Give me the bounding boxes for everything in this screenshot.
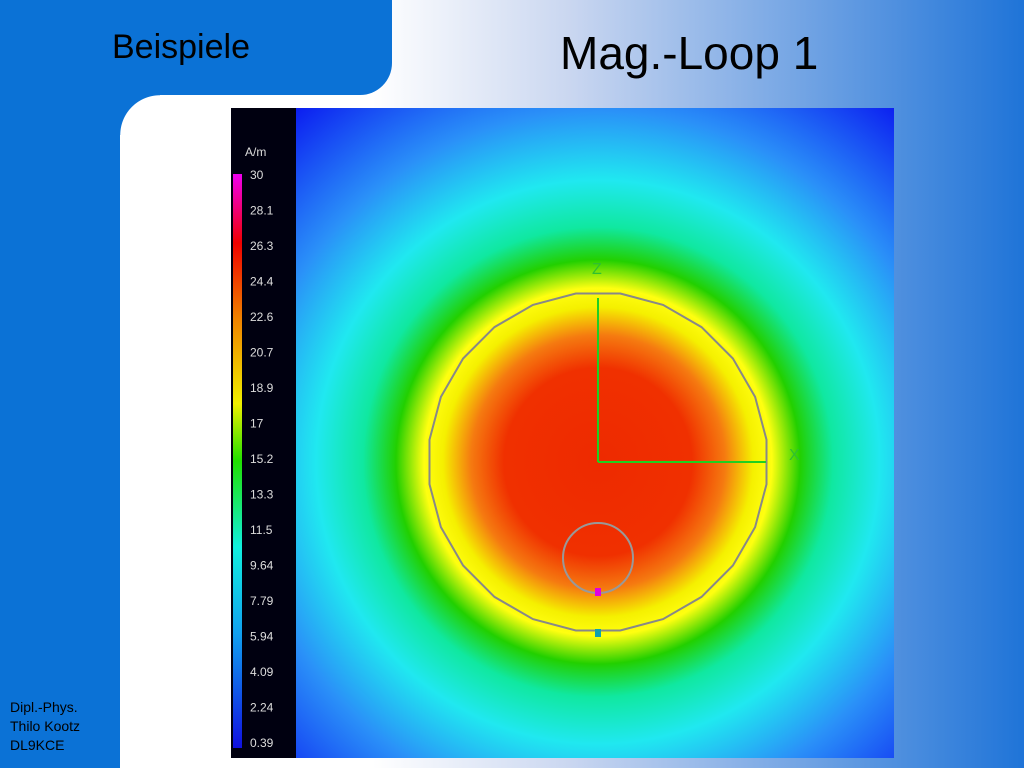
header-panel	[0, 0, 392, 95]
field-plot: A/m 30 28.1 26.3 24.4 22.6 20.7 18.9 17 15.2 13.3…	[231, 108, 894, 758]
field	[296, 108, 894, 758]
scale-label: 17	[250, 417, 264, 431]
scale-label: 2.24	[250, 701, 274, 715]
scale-label: 26.3	[250, 239, 274, 253]
scale-label: 9.64	[250, 559, 274, 573]
scale-label: 15.2	[250, 452, 274, 466]
scale-label: 5.94	[250, 630, 274, 644]
scale-label: 0.39	[250, 736, 274, 750]
scale-label: 28.1	[250, 204, 274, 218]
scale-label: 30	[250, 168, 264, 182]
loop	[428, 292, 768, 632]
feed-point	[595, 588, 601, 596]
z-label: Z	[592, 261, 602, 278]
slide-title: Mag.-Loop 1	[560, 27, 819, 79]
scale-label: 18.9	[250, 381, 274, 395]
footer-line: DL9KCE	[10, 737, 65, 753]
scale-label: 20.7	[250, 346, 274, 360]
footer: Dipl.-Phys. Thilo Kootz DL9KCE	[10, 698, 80, 755]
scale-label: 4.09	[250, 665, 274, 679]
scale-label: 11.5	[250, 523, 273, 537]
capacitor	[595, 629, 601, 637]
footer-line: Thilo Kootz	[10, 718, 81, 734]
scale-label: 22.6	[250, 310, 274, 324]
footer-line: Dipl.-Phys.	[10, 699, 78, 715]
unit: A/m	[245, 145, 266, 159]
scale-label: 13.3	[250, 488, 274, 502]
scale-label: 7.79	[250, 594, 274, 608]
x-label: X	[789, 447, 800, 464]
scale-label: 24.4	[250, 275, 274, 289]
color-scale	[233, 174, 242, 748]
corner	[120, 95, 160, 135]
section-title: Beispiele	[112, 28, 250, 66]
